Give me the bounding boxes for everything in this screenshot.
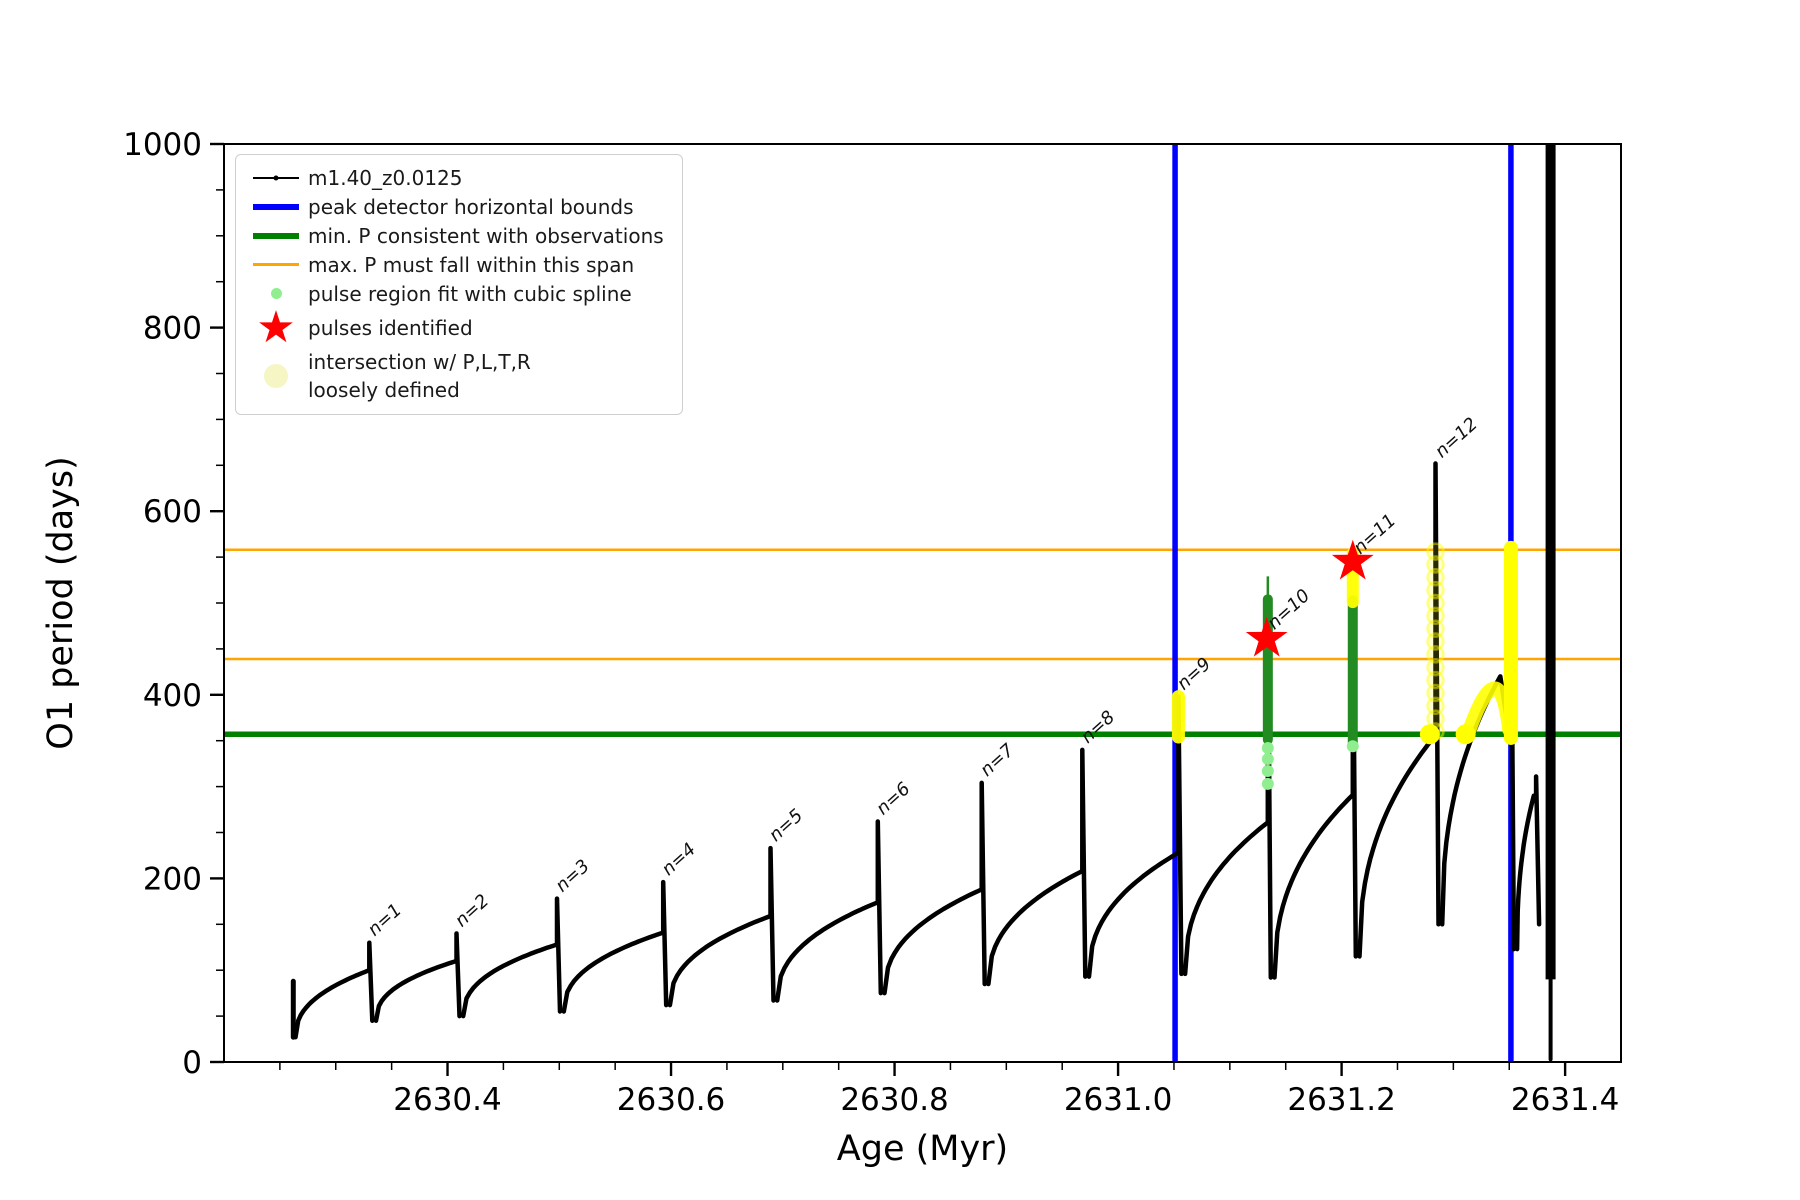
pulse-label-n=11: n=11: [1349, 510, 1400, 559]
intersection-ring-n12-10: [1426, 593, 1445, 613]
intersection-ring-n12-4: [1426, 670, 1445, 690]
legend-label-min-P: min. P consistent with observations: [308, 223, 664, 248]
legend-item-intersection: intersection w/ P,L,T,R loosely defined: [244, 348, 668, 404]
y-tick-label-1: 200: [143, 861, 202, 897]
y-tick-label-5: 1000: [123, 127, 202, 163]
series-cycle-n9: [1086, 694, 1184, 979]
legend-item-pulses: pulses identified: [244, 308, 668, 348]
intersection-ring-n12-12: [1426, 568, 1445, 587]
legend: m1.40_z0.0125 peak detector horizontal b…: [235, 154, 683, 415]
intersection-ring-n12-5: [1426, 658, 1445, 677]
x-tick-label-0: 2630.4: [393, 1082, 501, 1118]
y-axis-label: O1 period (days): [41, 456, 81, 749]
orange-line-icon: [244, 263, 308, 266]
series-cycle-n13: [1439, 542, 1517, 952]
pulse-label-n=5: n=5: [765, 805, 807, 846]
x-axis-label: Age (Myr): [837, 1129, 1008, 1169]
green-line-icon: [244, 232, 308, 239]
legend-item-peak-bounds: peak detector horizontal bounds: [244, 192, 668, 221]
series-cycle-n1: [293, 940, 375, 1040]
intersection-arch: [1460, 681, 1517, 742]
legend-label-intersection: intersection w/ P,L,T,R loosely defined: [308, 349, 531, 402]
intersection-ring-n12-11: [1426, 580, 1445, 600]
legend-label-pulse-fit: pulse region fit with cubic spline: [308, 281, 632, 306]
intersection-ring-n12-9: [1426, 606, 1445, 626]
intersection-ring-n12-13: [1426, 555, 1445, 574]
series-cycle-n7: [882, 780, 987, 996]
series-cycle-n3: [460, 896, 563, 1019]
series-cycle-n11: [1272, 597, 1359, 980]
series-cycle-n6: [774, 819, 884, 1003]
legend-item-max-P: max. P must fall within this span: [244, 250, 668, 279]
pulse-label-n=8: n=8: [1077, 707, 1119, 748]
x-tick-label-4: 2631.2: [1287, 1082, 1395, 1118]
legend-label-pulses: pulses identified: [308, 315, 473, 340]
x-tick-label-3: 2631.0: [1064, 1082, 1172, 1118]
series-cycle-n2: [373, 931, 462, 1023]
series-cycle-n4: [561, 879, 669, 1014]
series-cycle-n12: [1357, 461, 1441, 959]
pulse-label-n=3: n=3: [552, 856, 594, 897]
legend-label-series: m1.40_z0.0125: [308, 165, 463, 190]
y-tick-label-2: 400: [143, 678, 202, 714]
legend-label-peak-bounds: peak detector horizontal bounds: [308, 194, 634, 219]
x-tick-label-1: 2630.6: [617, 1082, 725, 1118]
pulse-fit-dot-0-2: [1261, 753, 1274, 766]
pulse-fit-dot-0-3: [1261, 742, 1274, 755]
intersection-ring-n12-8: [1426, 619, 1445, 638]
series-cycle-n5: [667, 845, 776, 1008]
intersection-ring-n12-6: [1426, 645, 1445, 664]
series-cycle-n10: [1182, 600, 1274, 980]
intersection-ring-n12-14: [1426, 542, 1445, 561]
x-tick-label-2: 2630.8: [840, 1082, 948, 1118]
intersection-ring-n12-2: [1426, 696, 1445, 716]
y-tick-label-4: 800: [143, 311, 202, 347]
pulse-star-0: [1245, 616, 1288, 657]
y-tick-label-3: 600: [143, 494, 202, 530]
intersection-ring-n12-7: [1426, 632, 1445, 651]
pulse-label-n=12: n=12: [1431, 414, 1482, 463]
blue-line-icon: [244, 203, 308, 210]
legend-item-series: m1.40_z0.0125: [244, 163, 668, 192]
legend-item-min-P: min. P consistent with observations: [244, 221, 668, 250]
legend-label-max-P: max. P must fall within this span: [308, 252, 635, 277]
pulse-label-n=6: n=6: [872, 778, 914, 819]
lightgreen-dot-icon: [244, 288, 308, 299]
pale-yellow-dot-icon: [244, 363, 308, 388]
series-line-dot-icon: [244, 176, 308, 179]
pulse-star-1: [1331, 539, 1374, 580]
red-star-icon: [244, 308, 308, 348]
pulse-fit-dot-0-1: [1261, 764, 1274, 777]
series-cycle-n8: [986, 747, 1088, 987]
intersection-ring-n12-3: [1426, 683, 1445, 703]
series-cycle-n14: [1514, 774, 1542, 952]
pulse-label-n=7: n=7: [976, 739, 1019, 780]
y-tick-label-0: 0: [182, 1045, 202, 1081]
pulse-label-n=2: n=2: [451, 890, 493, 931]
pulse-label-n=1: n=1: [364, 900, 406, 941]
legend-item-pulse-fit: pulse region fit with cubic spline: [244, 279, 668, 308]
pulse-label-n=4: n=4: [658, 839, 700, 880]
x-tick-label-5: 2631.4: [1511, 1082, 1619, 1118]
intersection-dot-0: [1419, 724, 1440, 745]
pulse-fit-dot-0-0: [1261, 777, 1274, 790]
pulse-fit-dot-1-0: [1346, 740, 1359, 753]
